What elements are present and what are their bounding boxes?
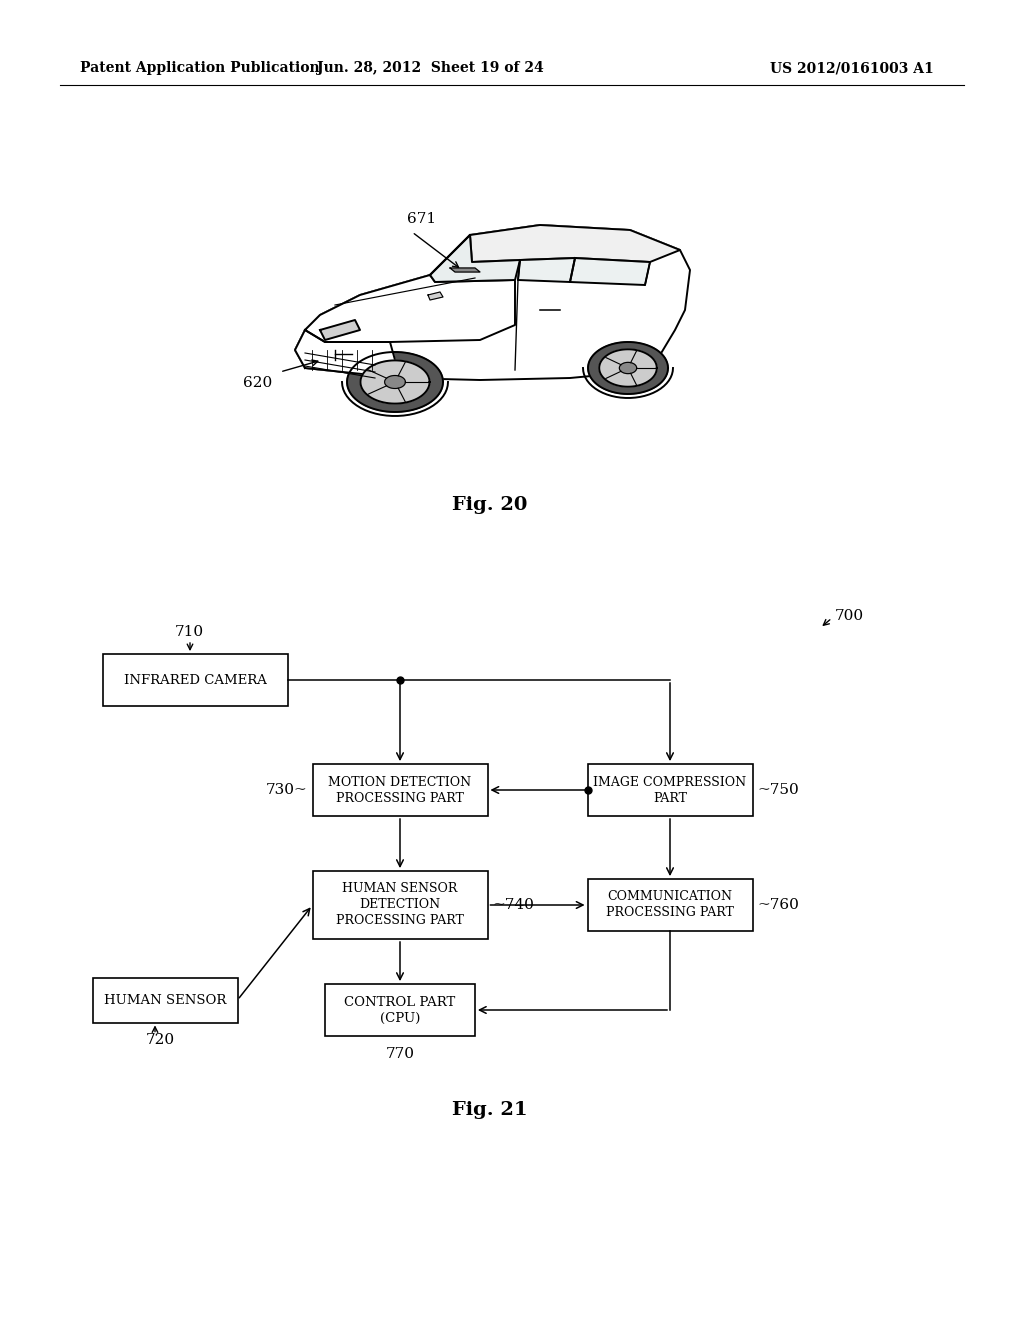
Polygon shape [319, 319, 360, 341]
Text: HUMAN SENSOR
DETECTION
PROCESSING PART: HUMAN SENSOR DETECTION PROCESSING PART [336, 883, 464, 928]
Polygon shape [385, 375, 406, 388]
Text: 620: 620 [243, 376, 272, 389]
Text: HUMAN SENSOR: HUMAN SENSOR [103, 994, 226, 1006]
Text: 730~: 730~ [266, 783, 307, 797]
Text: Patent Application Publication: Patent Application Publication [80, 61, 319, 75]
Polygon shape [347, 352, 443, 412]
Polygon shape [570, 257, 650, 285]
Text: 671: 671 [407, 213, 436, 226]
Polygon shape [428, 292, 443, 300]
Polygon shape [588, 342, 668, 393]
Text: INFRARED CAMERA: INFRARED CAMERA [124, 673, 266, 686]
Text: 710: 710 [175, 624, 204, 639]
Polygon shape [518, 257, 575, 282]
Text: COMMUNICATION
PROCESSING PART: COMMUNICATION PROCESSING PART [606, 891, 734, 920]
Text: 720: 720 [145, 1034, 174, 1048]
Text: ~740: ~740 [493, 898, 535, 912]
Text: Jun. 28, 2012  Sheet 19 of 24: Jun. 28, 2012 Sheet 19 of 24 [316, 61, 544, 75]
FancyBboxPatch shape [588, 879, 753, 931]
Text: CONTROL PART
(CPU): CONTROL PART (CPU) [344, 995, 456, 1024]
Polygon shape [620, 363, 637, 374]
Polygon shape [450, 268, 480, 272]
Text: US 2012/0161003 A1: US 2012/0161003 A1 [770, 61, 934, 75]
Polygon shape [305, 275, 515, 342]
FancyBboxPatch shape [102, 653, 288, 706]
FancyBboxPatch shape [325, 983, 475, 1036]
Polygon shape [430, 235, 520, 282]
Text: 700: 700 [835, 609, 864, 623]
Polygon shape [295, 224, 690, 380]
Text: ~760: ~760 [758, 898, 800, 912]
Polygon shape [470, 224, 680, 261]
Polygon shape [295, 330, 400, 378]
Text: 770: 770 [385, 1047, 415, 1061]
Text: Fig. 21: Fig. 21 [453, 1101, 527, 1119]
FancyBboxPatch shape [92, 978, 238, 1023]
Polygon shape [360, 360, 429, 404]
FancyBboxPatch shape [588, 764, 753, 816]
Text: MOTION DETECTION
PROCESSING PART: MOTION DETECTION PROCESSING PART [329, 776, 472, 804]
FancyBboxPatch shape [312, 764, 487, 816]
Text: ~750: ~750 [758, 783, 800, 797]
Text: Fig. 20: Fig. 20 [453, 496, 527, 513]
Polygon shape [599, 350, 656, 387]
Text: IMAGE COMPRESSION
PART: IMAGE COMPRESSION PART [594, 776, 746, 804]
FancyBboxPatch shape [312, 871, 487, 939]
